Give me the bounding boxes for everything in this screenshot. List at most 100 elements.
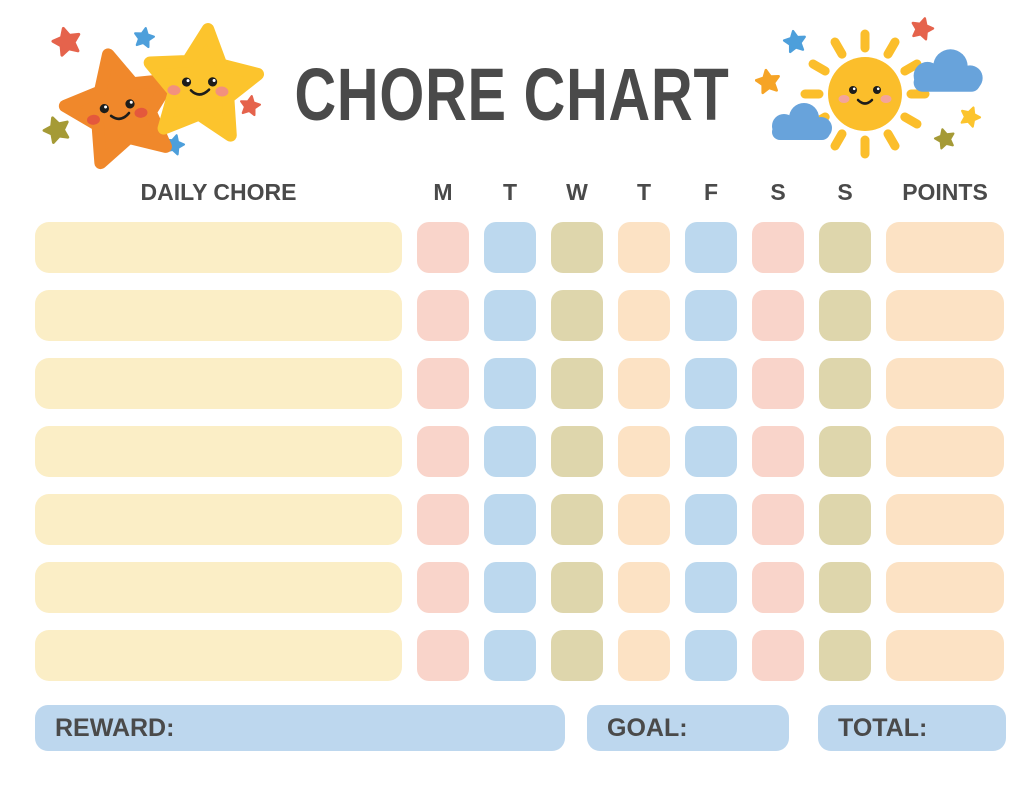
day-cell-thu[interactable]	[618, 494, 670, 545]
day-cell-sun[interactable]	[819, 426, 871, 477]
chore-row	[35, 630, 1004, 681]
goal-label: GOAL:	[607, 713, 688, 742]
day-cell-sat[interactable]	[752, 222, 804, 273]
mini-star-yellow-icon	[958, 104, 982, 128]
day-cell-wed[interactable]	[551, 290, 603, 341]
day-cell-thu[interactable]	[618, 562, 670, 613]
day-cell-mon[interactable]	[417, 630, 469, 681]
day-cell-wed[interactable]	[551, 358, 603, 409]
day-cell-fri[interactable]	[685, 222, 737, 273]
day-cell-mon[interactable]	[417, 494, 469, 545]
orange-star-face	[86, 99, 148, 125]
day-cell-thu[interactable]	[618, 630, 670, 681]
table-header: DAILY CHORE M T W T F S S POINTS	[35, 180, 1004, 204]
day-cell-thu[interactable]	[618, 358, 670, 409]
total-field[interactable]: TOTAL:	[818, 705, 1006, 751]
mini-star-olive-icon	[933, 127, 956, 149]
points-cell[interactable]	[886, 222, 1004, 273]
chore-rows	[35, 222, 1004, 681]
goal-field[interactable]: GOAL:	[587, 705, 789, 751]
day-cell-sun[interactable]	[819, 290, 871, 341]
chore-name-cell[interactable]	[35, 562, 402, 613]
day-cell-sun[interactable]	[819, 222, 871, 273]
points-cell[interactable]	[886, 630, 1004, 681]
column-header-points: POINTS	[902, 179, 988, 205]
points-cell[interactable]	[886, 494, 1004, 545]
day-cell-fri[interactable]	[685, 562, 737, 613]
day-cell-tue[interactable]	[484, 290, 536, 341]
day-cell-thu[interactable]	[618, 426, 670, 477]
chore-row	[35, 562, 1004, 613]
day-cell-fri[interactable]	[685, 494, 737, 545]
day-cell-fri[interactable]	[685, 426, 737, 477]
column-header-daily-chore: DAILY CHORE	[140, 179, 297, 205]
column-header-monday: M	[433, 179, 453, 205]
mini-star-blue-icon	[783, 29, 807, 52]
chore-name-cell[interactable]	[35, 630, 402, 681]
cloud-icon	[913, 49, 983, 92]
points-cell[interactable]	[886, 358, 1004, 409]
day-cell-sun[interactable]	[819, 630, 871, 681]
day-cell-wed[interactable]	[551, 630, 603, 681]
points-cell[interactable]	[886, 562, 1004, 613]
day-cell-tue[interactable]	[484, 222, 536, 273]
points-cell[interactable]	[886, 426, 1004, 477]
day-cell-mon[interactable]	[417, 290, 469, 341]
chore-name-cell[interactable]	[35, 222, 402, 273]
chore-row	[35, 494, 1004, 545]
reward-label: REWARD:	[55, 713, 175, 742]
day-cell-sat[interactable]	[752, 494, 804, 545]
chore-name-cell[interactable]	[35, 358, 402, 409]
day-cell-sat[interactable]	[752, 562, 804, 613]
chore-name-cell[interactable]	[35, 494, 402, 545]
day-cell-sat[interactable]	[752, 358, 804, 409]
yellow-star-face	[167, 77, 229, 97]
day-cell-sat[interactable]	[752, 630, 804, 681]
chore-name-cell[interactable]	[35, 290, 402, 341]
column-header-sunday: S	[837, 179, 853, 205]
mini-star-olive-icon	[41, 114, 72, 145]
day-cell-tue[interactable]	[484, 426, 536, 477]
mini-star-orange-icon	[755, 68, 781, 93]
points-cell[interactable]	[886, 290, 1004, 341]
day-cell-tue[interactable]	[484, 358, 536, 409]
day-cell-sun[interactable]	[819, 358, 871, 409]
day-cell-thu[interactable]	[618, 290, 670, 341]
chore-row	[35, 222, 1004, 273]
mini-star-red-icon	[51, 25, 83, 56]
column-header-friday: F	[703, 179, 719, 205]
sun-and-clouds-illustration	[755, 16, 1007, 159]
day-cell-tue[interactable]	[484, 630, 536, 681]
sun-face	[838, 86, 892, 105]
day-cell-mon[interactable]	[417, 358, 469, 409]
day-cell-sun[interactable]	[819, 494, 871, 545]
day-cell-wed[interactable]	[551, 494, 603, 545]
day-cell-mon[interactable]	[417, 562, 469, 613]
day-cell-wed[interactable]	[551, 426, 603, 477]
day-cell-tue[interactable]	[484, 494, 536, 545]
mini-star-red-icon	[910, 16, 935, 40]
day-cell-thu[interactable]	[618, 222, 670, 273]
day-cell-fri[interactable]	[685, 630, 737, 681]
chore-name-cell[interactable]	[35, 426, 402, 477]
sun-icon	[800, 29, 930, 159]
chore-row	[35, 290, 1004, 341]
day-cell-mon[interactable]	[417, 222, 469, 273]
day-cell-fri[interactable]	[685, 290, 737, 341]
column-header-saturday: S	[770, 179, 786, 205]
mini-star-blue-icon	[133, 27, 155, 48]
total-label: TOTAL:	[838, 713, 928, 742]
reward-field[interactable]: REWARD:	[35, 705, 565, 751]
day-cell-sat[interactable]	[752, 290, 804, 341]
day-cell-sat[interactable]	[752, 426, 804, 477]
day-cell-fri[interactable]	[685, 358, 737, 409]
day-cell-wed[interactable]	[551, 562, 603, 613]
day-cell-sun[interactable]	[819, 562, 871, 613]
smiling-stars-illustration	[34, 12, 296, 172]
chore-row	[35, 426, 1004, 477]
day-cell-mon[interactable]	[417, 426, 469, 477]
day-cell-tue[interactable]	[484, 562, 536, 613]
day-cell-wed[interactable]	[551, 222, 603, 273]
column-header-tuesday: T	[502, 179, 518, 205]
